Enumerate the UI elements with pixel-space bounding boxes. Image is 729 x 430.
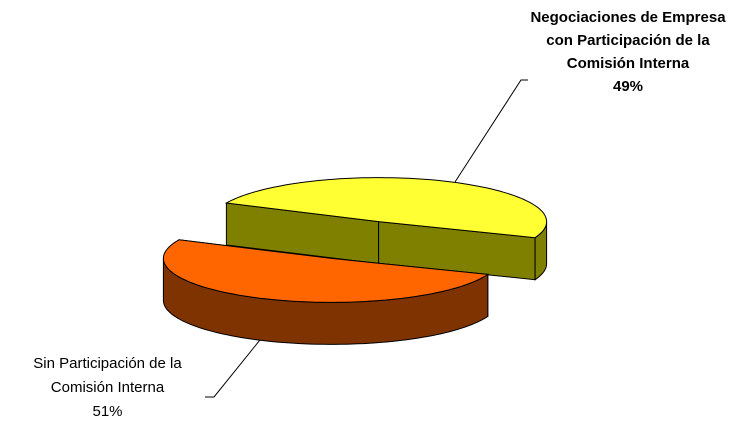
slice — [162, 239, 490, 303]
value-label: 49% — [612, 78, 644, 95]
slice-label: Negociaciones de Empresa con Participaci… — [528, 6, 728, 98]
category-label: Negociaciones de Empresa con Participaci… — [530, 9, 726, 72]
category-label: Sin Participación de la Comisión Interna — [33, 355, 182, 396]
leader-line — [205, 329, 269, 398]
slice — [224, 177, 548, 239]
value-label: 51% — [92, 403, 123, 420]
slice-label: Sin Participación de la Comisión Interna… — [0, 352, 215, 424]
leader-line — [454, 79, 528, 183]
